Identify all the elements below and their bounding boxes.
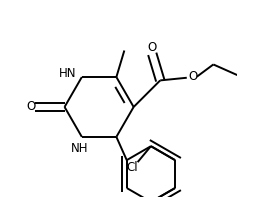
Text: O: O xyxy=(188,70,197,83)
Text: Cl: Cl xyxy=(126,161,138,174)
Text: NH: NH xyxy=(70,142,88,155)
Text: O: O xyxy=(148,41,157,54)
Text: HN: HN xyxy=(58,67,76,80)
Text: O: O xyxy=(27,100,36,113)
